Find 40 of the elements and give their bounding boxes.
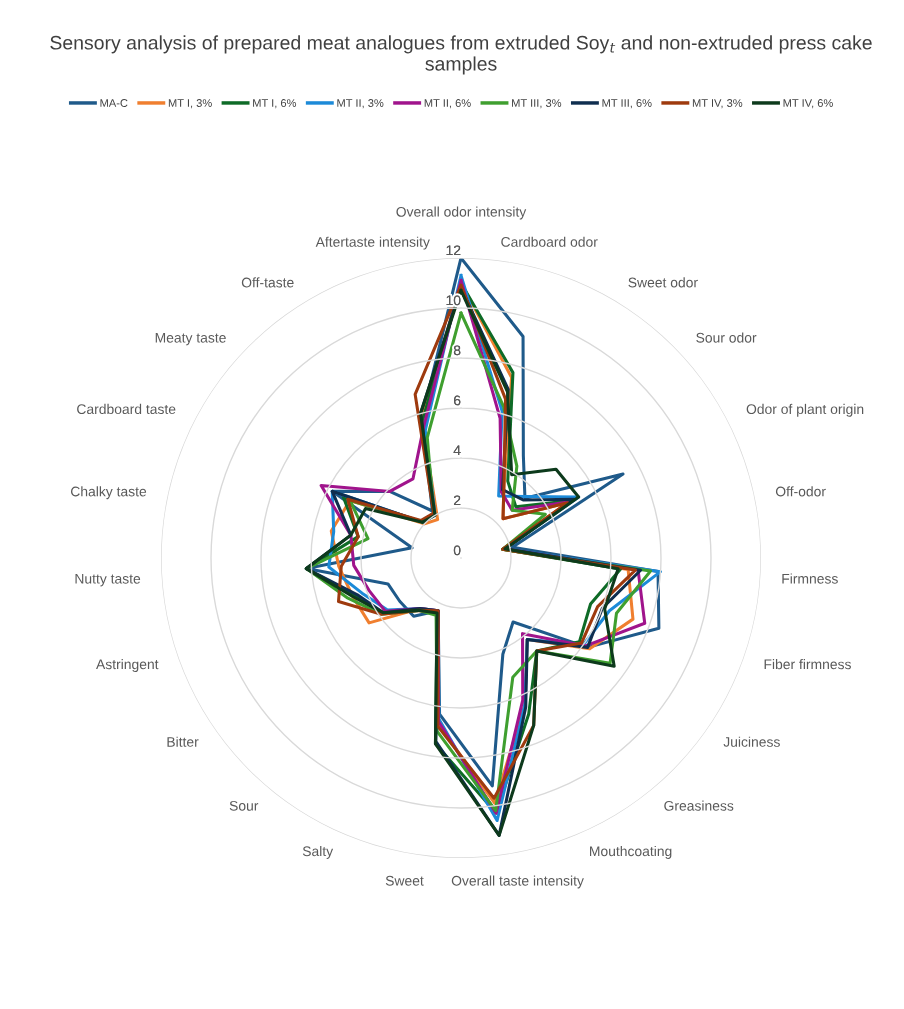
spoke-label: Firmness bbox=[782, 573, 838, 584]
legend-label: MT I, 3% bbox=[168, 99, 212, 109]
y-tick-label: 6 bbox=[453, 395, 461, 406]
legend-label: MT II, 6% bbox=[424, 99, 471, 109]
spoke-label: Sour odor bbox=[696, 332, 757, 343]
spoke-label: Fiber firmness bbox=[764, 659, 851, 670]
spoke-label: Sweet bbox=[385, 875, 424, 886]
legend-label: MT II, 3% bbox=[337, 99, 384, 109]
spoke-label: Odor of plant origin bbox=[746, 403, 864, 417]
legend-label: MT III, 6% bbox=[602, 99, 652, 109]
spoke-label: Meaty taste bbox=[155, 332, 226, 346]
spoke-label: Astringent bbox=[96, 659, 159, 672]
legend-label: MA-C bbox=[100, 99, 128, 107]
spoke-label: Sour bbox=[229, 800, 259, 811]
legend-label: MT IV, 3% bbox=[692, 99, 743, 109]
y-tick-label: 4 bbox=[453, 445, 461, 456]
spoke-label: Greasiness bbox=[664, 800, 734, 811]
spoke-label: Off-taste bbox=[241, 277, 294, 288]
spoke-label: Sweet odor bbox=[628, 277, 698, 288]
y-tick-label: 10 bbox=[446, 295, 461, 306]
legend-label: MT IV, 6% bbox=[783, 99, 833, 109]
spoke-label: Bitter bbox=[167, 736, 199, 747]
spoke-label: Overall odor intensity bbox=[396, 206, 527, 220]
legend-label: MT III, 3% bbox=[512, 99, 562, 109]
legend-label: MT I, 6% bbox=[253, 99, 297, 109]
spoke-label: Cardboard taste bbox=[77, 403, 176, 415]
spoke-label: Mouthcoating bbox=[590, 845, 672, 859]
chart-title: Sensory analysis of prepared meat analogues from extruded Soy$_{t}$ and non-extruded press cake samples bbox=[50, 35, 872, 75]
spoke-label: Aftertaste intensity bbox=[315, 236, 430, 250]
spoke-label: Chalky taste bbox=[71, 486, 147, 500]
spoke-label: Cardboard odor bbox=[501, 236, 598, 247]
spoke-label: Overall taste intensity bbox=[451, 875, 584, 889]
y-tick-label: 0 bbox=[453, 545, 461, 556]
spoke-label: Juiciness bbox=[723, 736, 780, 747]
y-tick-label: 2 bbox=[453, 495, 461, 506]
y-tick-label: 8 bbox=[453, 345, 461, 356]
y-tick-label: 12 bbox=[446, 245, 461, 256]
spoke-label: Off-odor bbox=[775, 486, 826, 497]
spoke-label: Salty bbox=[302, 845, 334, 859]
spoke-label: Nutty taste bbox=[75, 573, 141, 587]
